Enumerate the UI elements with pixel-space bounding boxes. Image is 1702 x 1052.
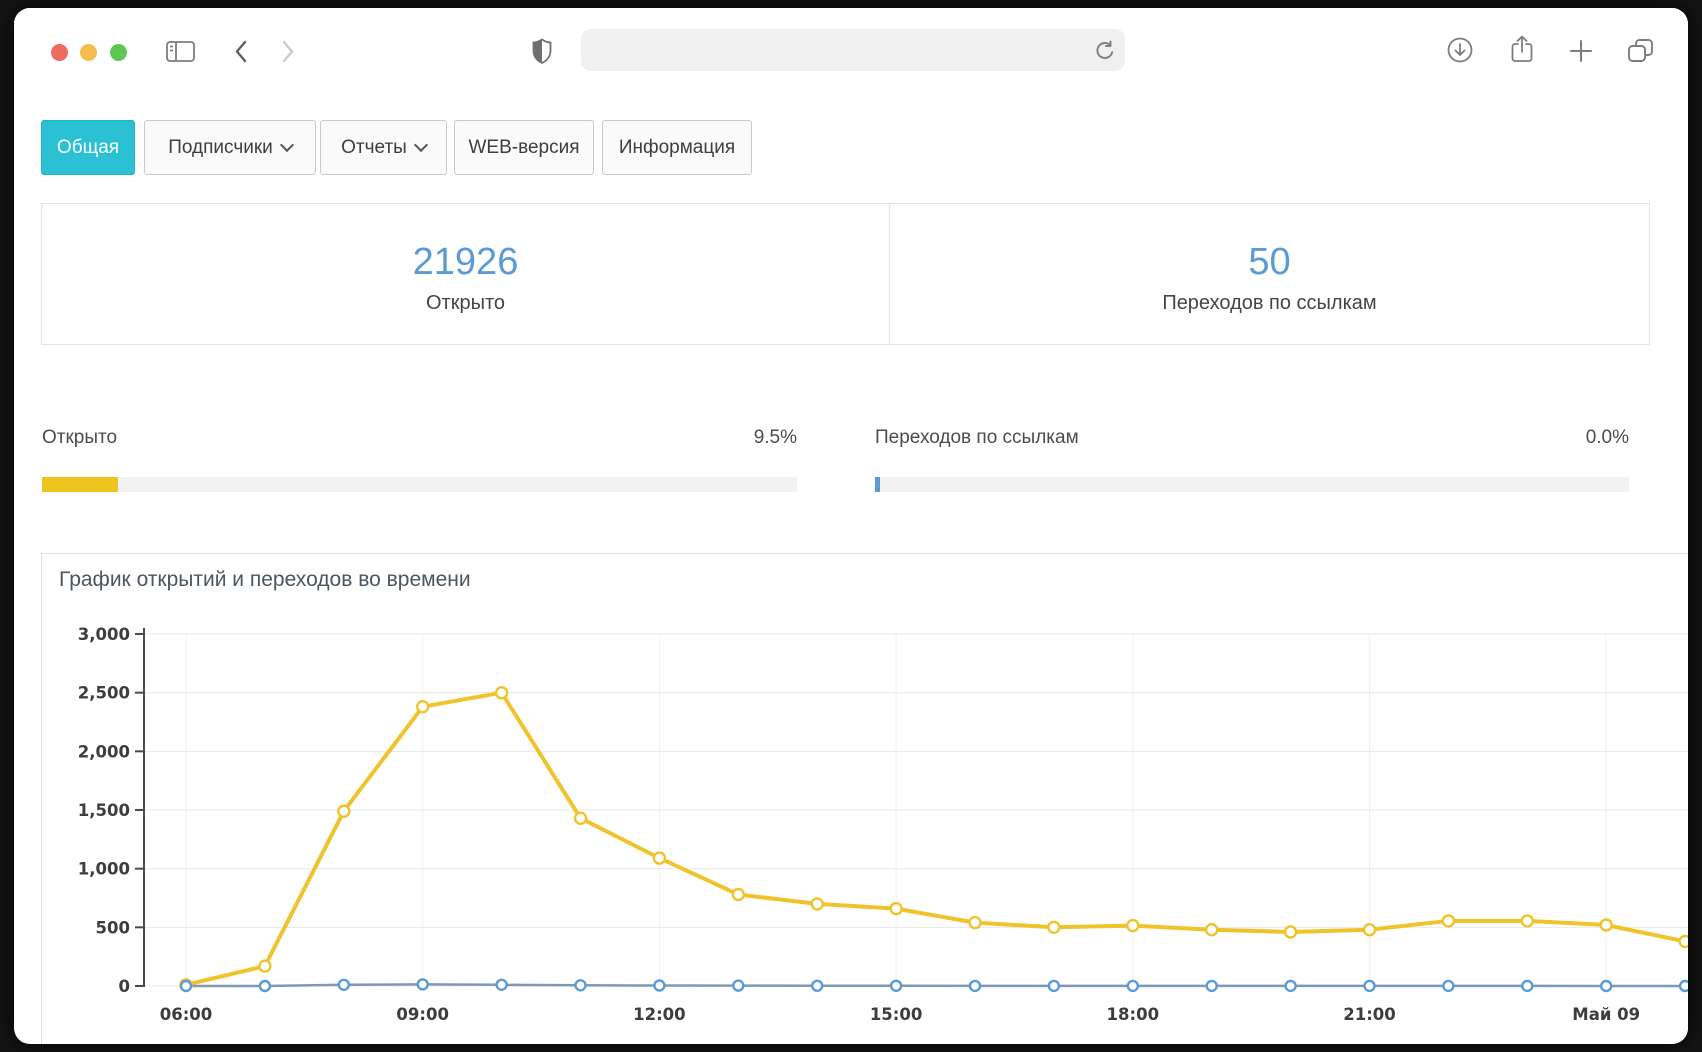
new-tab-icon[interactable] [1569,39,1593,68]
opens-rate-label: Открыто [42,427,118,448]
svg-text:0: 0 [119,977,130,996]
clicks-count: 50 [1248,240,1291,283]
tab-overview-icon[interactable] [1627,38,1654,68]
chart-title: График открытий и переходов во времени [59,568,471,591]
clicks-rate-percent: 0.0% [1585,427,1629,448]
summary-cards: 21926 Открыто 50 Переходов по ссылкам [41,203,1650,345]
back-icon[interactable] [233,40,249,68]
svg-text:15:00: 15:00 [870,1005,923,1024]
opens-rate: Открыто 9.5% [42,427,797,492]
svg-text:18:00: 18:00 [1107,1005,1160,1024]
svg-text:1,000: 1,000 [78,860,130,879]
sidebar-icon[interactable] [166,41,195,67]
browser-window: Общая Подписчики Отчеты WEB-версия Инфор… [14,8,1688,1044]
browser-toolbar [14,8,1688,94]
clicks-progress-track [875,477,1629,492]
tab-obschaya[interactable]: Общая [41,120,135,175]
share-icon[interactable] [1508,34,1536,70]
tab-otchety[interactable]: Отчеты [320,120,447,175]
close-window-button[interactable] [51,44,68,61]
opens-card: 21926 Открыто [42,204,890,344]
clicks-progress-fill [875,477,880,492]
opens-progress-track [42,477,797,492]
svg-text:06:00: 06:00 [160,1005,213,1024]
svg-text:3,000: 3,000 [78,625,130,644]
opens-label: Открыто [425,291,506,314]
svg-text:21:00: 21:00 [1343,1005,1396,1024]
svg-text:12:00: 12:00 [633,1005,686,1024]
timeline-chart-card: График открытий и переходов во времени 0… [41,553,1688,1044]
downloads-icon[interactable] [1446,36,1474,69]
chevron-down-icon [279,137,294,153]
tab-informatsiya[interactable]: Информация [602,120,752,175]
tab-podpischiki[interactable]: Подписчики [144,120,316,175]
clicks-card: 50 Переходов по ссылкам [890,204,1649,344]
tab-label: Общая [56,136,120,158]
svg-text:2,500: 2,500 [78,684,130,703]
minimize-window-button[interactable] [80,44,97,61]
svg-text:09:00: 09:00 [396,1005,449,1024]
refresh-icon[interactable] [1094,40,1116,67]
svg-text:500: 500 [96,918,130,937]
clicks-label: Переходов по ссылкам [1162,291,1377,314]
tab-label: WEB-версия [468,136,580,158]
opens-progress-fill [42,477,118,492]
opens-rate-percent: 9.5% [753,427,797,448]
opens-count: 21926 [412,240,519,283]
opens-clicks-line-chart: 0 500 1,000 1,500 2,000 2,500 3,000 06:00 09:00 1… [78,625,1688,1024]
svg-text:2,000: 2,000 [78,742,130,761]
svg-text:Май 09: Май 09 [1572,1005,1640,1024]
tab-label: Подписчики [168,136,273,158]
forward-icon[interactable] [280,40,296,68]
tab-label: Отчеты [341,136,407,158]
tab-label: Информация [618,136,736,158]
tab-web-versiya[interactable]: WEB-версия [454,120,594,175]
clicks-rate: Переходов по ссылкам 0.0% [875,427,1629,492]
zoom-window-button[interactable] [110,44,127,61]
address-bar-input[interactable] [581,29,1125,71]
chevron-down-icon [413,137,428,153]
svg-text:1,500: 1,500 [78,801,130,820]
clicks-rate-label: Переходов по ссылкам [875,427,1079,448]
privacy-shield-icon[interactable] [532,38,552,70]
